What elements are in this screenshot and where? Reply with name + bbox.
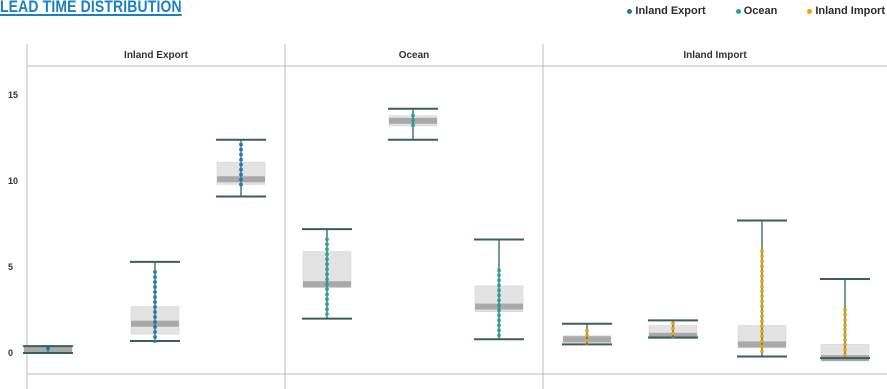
legend-label: Inland Export	[635, 5, 706, 17]
legend-dot-icon	[807, 8, 813, 14]
chart-title: LEAD TIME DISTRIBUTION	[0, 0, 182, 16]
legend-dot-icon	[735, 8, 741, 14]
legend-item-inland-export[interactable]: Inland Export	[627, 5, 706, 17]
y-tick-label: 15	[8, 90, 18, 100]
legend-label: Inland Import	[815, 5, 885, 17]
panel-title: Ocean	[399, 50, 430, 61]
y-tick-label: 10	[8, 176, 18, 186]
legend-item-ocean[interactable]: Ocean	[735, 5, 778, 17]
legend-label: Ocean	[743, 5, 778, 17]
legend-dot-icon	[627, 8, 633, 14]
panel-title: Inland Export	[124, 50, 189, 61]
y-tick-label: 5	[8, 262, 13, 272]
legend: Inland Export Ocean Inland Import	[627, 5, 885, 17]
panel-title: Inland Import	[683, 50, 747, 61]
y-tick-label: 0	[8, 348, 13, 358]
legend-item-inland-import[interactable]: Inland Import	[807, 5, 885, 17]
